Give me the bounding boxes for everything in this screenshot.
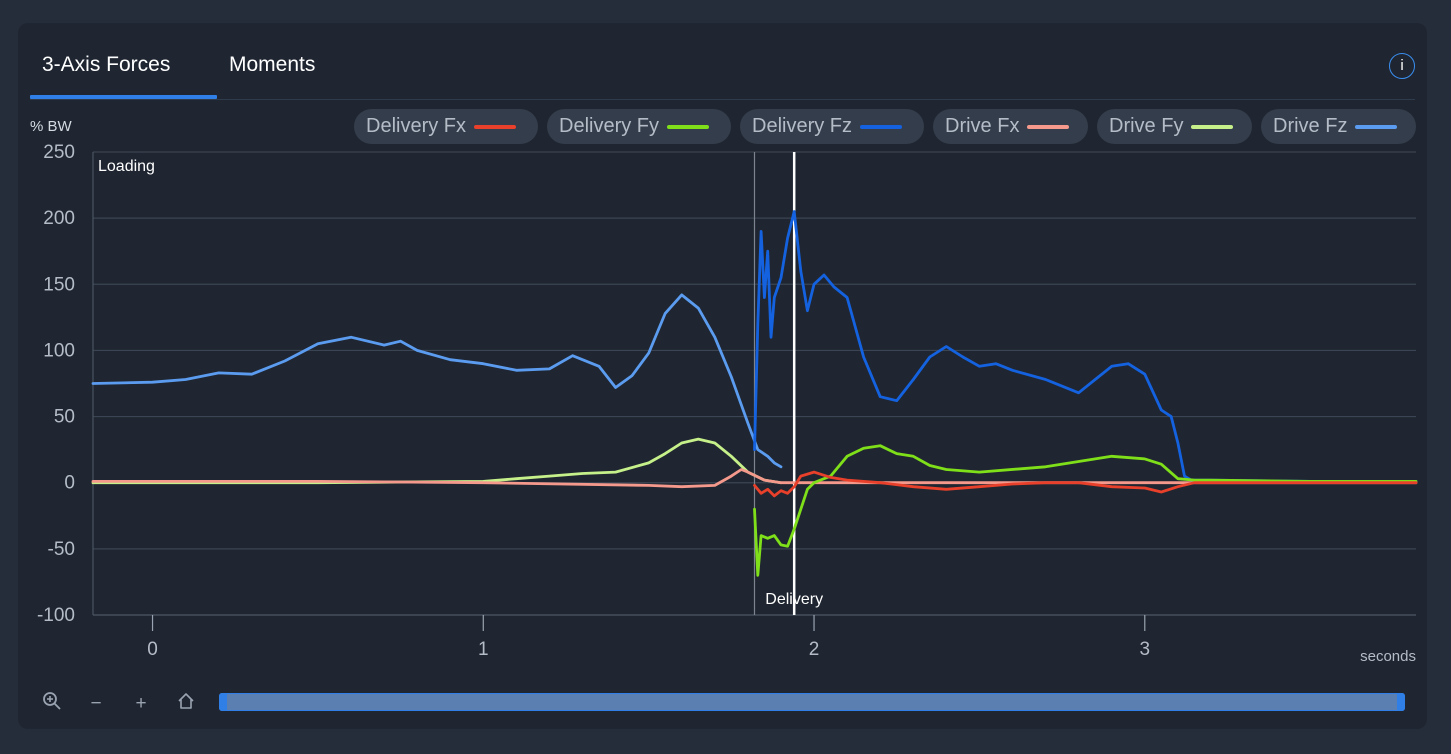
info-icon[interactable]: i xyxy=(1389,53,1415,79)
y-tick-label: 150 xyxy=(43,274,75,295)
legend-label: Delivery Fx xyxy=(366,115,467,137)
chart-labels: Loading Delivery xyxy=(98,158,823,608)
series-lines xyxy=(91,210,1418,577)
legend-swatch xyxy=(860,124,903,129)
legend-swatch xyxy=(1027,124,1070,129)
y-axis-label: % BW xyxy=(30,118,73,135)
y-tick-label: 0 xyxy=(64,473,75,494)
x-axis: 0 1 2 3 seconds xyxy=(93,614,1416,665)
series-line xyxy=(753,470,1418,498)
series-line xyxy=(91,437,783,485)
x-axis-label: seconds xyxy=(1360,648,1416,665)
y-tick-label: 50 xyxy=(54,407,75,428)
y-axis: 250 200 150 100 50 0 -50 -100 % BW xyxy=(30,118,94,626)
x-tick-label: 2 xyxy=(809,639,820,660)
x-tick-label: 1 xyxy=(478,639,489,660)
plus-icon[interactable]: + xyxy=(135,693,147,714)
legend-drive-fy[interactable]: Drive Fy xyxy=(1097,109,1252,144)
legend-swatch xyxy=(474,124,517,129)
y-tick-label: -50 xyxy=(48,539,75,560)
annotation-delivery: Delivery xyxy=(765,591,823,608)
active-tab-indicator xyxy=(30,95,217,99)
scroll-handle-right[interactable] xyxy=(1397,693,1405,711)
legend-swatch xyxy=(1355,124,1398,129)
x-tick-label: 0 xyxy=(147,639,158,660)
annotation-loading: Loading xyxy=(98,158,155,175)
scroll-handle-left[interactable] xyxy=(219,693,227,711)
legend-label: Drive Fx xyxy=(945,115,1020,137)
y-tick-label: 250 xyxy=(43,142,75,163)
legend-label: Drive Fy xyxy=(1109,115,1184,137)
event-markers xyxy=(753,152,796,615)
tabs-divider xyxy=(30,99,1415,100)
legend-swatch xyxy=(1191,124,1234,129)
legend-swatch xyxy=(667,124,710,129)
legend-delivery-fz[interactable]: Delivery Fz xyxy=(740,109,924,144)
series-line xyxy=(91,468,1418,489)
tab-3-axis-forces[interactable]: 3-Axis Forces xyxy=(42,53,171,76)
series-line xyxy=(91,293,783,469)
chart-card: 3-Axis Forces Moments i Delivery Fx Deli… xyxy=(18,23,1427,729)
legend-label: Delivery Fz xyxy=(752,115,853,137)
legend-delivery-fy[interactable]: Delivery Fy xyxy=(547,109,731,144)
legend-label: Drive Fz xyxy=(1273,115,1348,137)
y-tick-label: -100 xyxy=(37,605,75,626)
tab-moments[interactable]: Moments xyxy=(229,53,316,76)
line-chart[interactable]: 250 200 150 100 50 0 -50 -100 % BW 0 1 2 3 seconds L… xyxy=(18,23,1427,683)
zoom-icon[interactable] xyxy=(39,691,65,717)
legend-label: Delivery Fy xyxy=(559,115,660,137)
home-icon[interactable] xyxy=(173,691,199,717)
series-line xyxy=(753,210,1418,483)
legend-delivery-fx[interactable]: Delivery Fx xyxy=(354,109,538,144)
legend-drive-fx[interactable]: Drive Fx xyxy=(933,109,1088,144)
y-tick-label: 100 xyxy=(43,340,75,361)
y-tick-label: 200 xyxy=(43,208,75,229)
series-line xyxy=(753,444,1418,577)
time-range-scrollbar[interactable] xyxy=(219,693,1405,711)
legend-drive-fz[interactable]: Drive Fz xyxy=(1261,109,1416,144)
x-tick-label: 3 xyxy=(1139,639,1150,660)
minus-icon[interactable]: − xyxy=(90,693,102,714)
